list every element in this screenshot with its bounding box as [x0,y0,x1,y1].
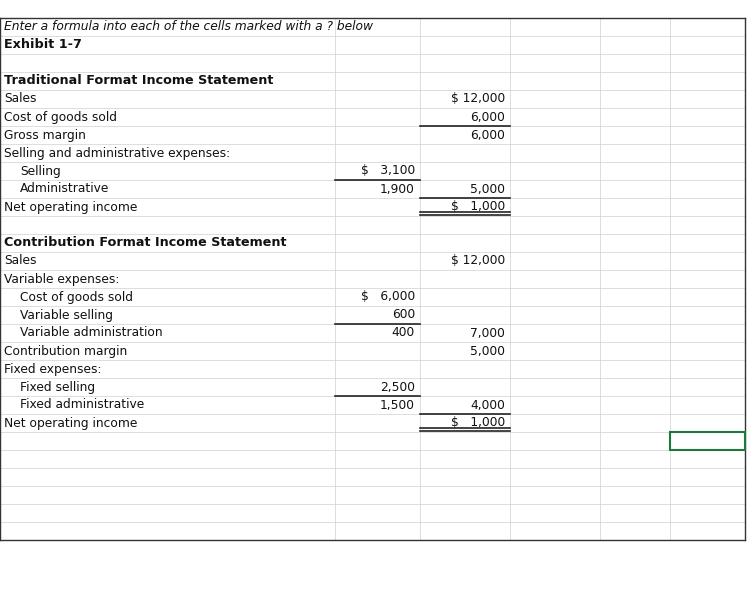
Text: 2,500: 2,500 [380,381,415,394]
Text: Selling: Selling [20,164,61,177]
Text: $   3,100: $ 3,100 [361,164,415,177]
Text: 400: 400 [392,327,415,340]
Text: Sales: Sales [4,254,37,267]
Text: Net operating income: Net operating income [4,200,137,213]
Text: Fixed selling: Fixed selling [20,381,95,394]
Text: Cost of goods sold: Cost of goods sold [20,291,133,304]
Text: Cost of goods sold: Cost of goods sold [4,110,117,123]
Text: Sales: Sales [4,93,37,106]
Text: Fixed administrative: Fixed administrative [20,398,144,412]
Text: 1,900: 1,900 [380,183,415,196]
Text: Fixed expenses:: Fixed expenses: [4,362,101,375]
Text: $   1,000: $ 1,000 [451,416,505,429]
Text: 5,000: 5,000 [470,183,505,196]
Text: Variable selling: Variable selling [20,308,113,321]
Text: Variable expenses:: Variable expenses: [4,273,119,285]
Text: 4,000: 4,000 [470,398,505,412]
Text: Enter a formula into each of the cells marked with a ? below: Enter a formula into each of the cells m… [4,21,373,33]
Text: 6,000: 6,000 [470,129,505,142]
Bar [670,432,745,450]
Text: 6,000: 6,000 [470,110,505,123]
Text: Exhibit 1-7: Exhibit 1-7 [4,39,82,52]
Text: Selling and administrative expenses:: Selling and administrative expenses: [4,146,230,160]
Text: 5,000: 5,000 [470,345,505,358]
Text: Gross margin: Gross margin [4,129,86,142]
Text: Administrative: Administrative [20,183,110,196]
Text: $ 12,000: $ 12,000 [451,93,505,106]
Bar [0,18,745,540]
Text: 600: 600 [392,308,415,321]
Text: Traditional Format Income Statement: Traditional Format Income Statement [4,75,273,88]
Text: Contribution Format Income Statement: Contribution Format Income Statement [4,237,286,250]
Text: 1,500: 1,500 [380,398,415,412]
Text: Variable administration: Variable administration [20,327,163,340]
Text: $   1,000: $ 1,000 [451,200,505,213]
Text: $ 12,000: $ 12,000 [451,254,505,267]
Text: $   6,000: $ 6,000 [361,291,415,304]
Text: Contribution margin: Contribution margin [4,345,128,358]
Text: 7,000: 7,000 [470,327,505,340]
Text: Net operating income: Net operating income [4,416,137,429]
